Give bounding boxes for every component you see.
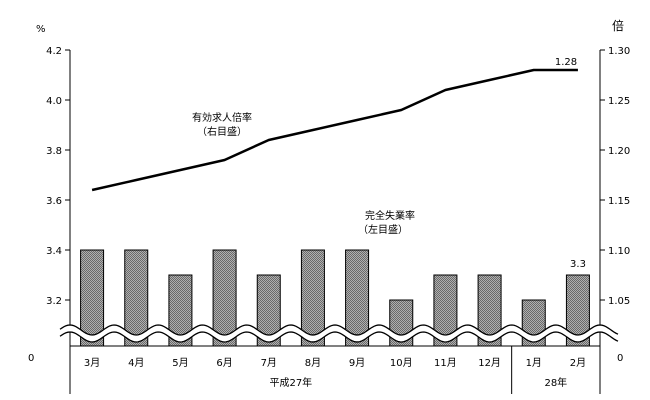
left-tick-label: 4.0	[46, 96, 62, 107]
bar-last-data-label: 3.3	[570, 259, 586, 270]
left-tick-label: 3.6	[46, 196, 62, 207]
left-tick-label: 3.8	[46, 146, 62, 157]
bar-series-label-sub: （左目盛）	[358, 223, 408, 236]
left-axis-unit: %	[36, 24, 46, 35]
line-series	[91, 68, 578, 192]
line-last-data-label: 1.28	[555, 57, 577, 68]
right-tick-label: 1.15	[608, 196, 630, 207]
right-axis-ticks: 1.30 1.25 1.20 1.15 1.10 1.05	[600, 46, 630, 307]
right-axis-zero: 0	[617, 353, 623, 364]
x-tick-label: 9月	[349, 357, 365, 369]
line-series-label: 有効求人倍率	[192, 111, 252, 124]
x-tick-label: 7月	[261, 357, 277, 369]
x-tick-label: 11月	[434, 357, 457, 369]
axis-break-line	[59, 331, 619, 343]
x-tick-label: 2月	[570, 357, 586, 369]
right-tick-label: 1.20	[608, 146, 630, 157]
axis-break	[59, 324, 619, 343]
x-tick-label: 1月	[526, 357, 542, 369]
x-tick-label: 6月	[216, 357, 232, 369]
right-tick-label: 1.10	[608, 246, 630, 257]
x-tick-label: 5月	[172, 357, 188, 369]
x-tick-label: 12月	[478, 357, 501, 369]
year-group-label: 28年	[544, 376, 567, 389]
left-tick-label: 3.4	[46, 246, 62, 257]
left-tick-label: 4.2	[46, 46, 62, 57]
axis-break-band	[60, 325, 618, 342]
x-tick-label: 10月	[390, 357, 413, 369]
line-series-label-sub: （右目盛）	[197, 125, 247, 138]
left-tick-label: 3.2	[46, 296, 62, 307]
right-tick-label: 1.30	[608, 46, 630, 57]
x-tick-label: 4月	[128, 357, 144, 369]
bar-series-label: 完全失業率	[365, 209, 415, 222]
line-path	[91, 68, 578, 192]
x-tick-label: 8月	[305, 357, 321, 369]
right-tick-label: 1.05	[608, 296, 630, 307]
left-axis-zero: 0	[28, 353, 34, 364]
x-tick-label: 3月	[84, 357, 100, 369]
year-group-label: 平成27年	[269, 376, 312, 389]
left-axis-ticks: 4.2 4.0 3.8 3.6 3.4 3.2	[46, 46, 70, 307]
right-axis-unit: 倍	[612, 18, 624, 33]
right-tick-label: 1.25	[608, 96, 630, 107]
axis-break-line	[59, 324, 619, 336]
